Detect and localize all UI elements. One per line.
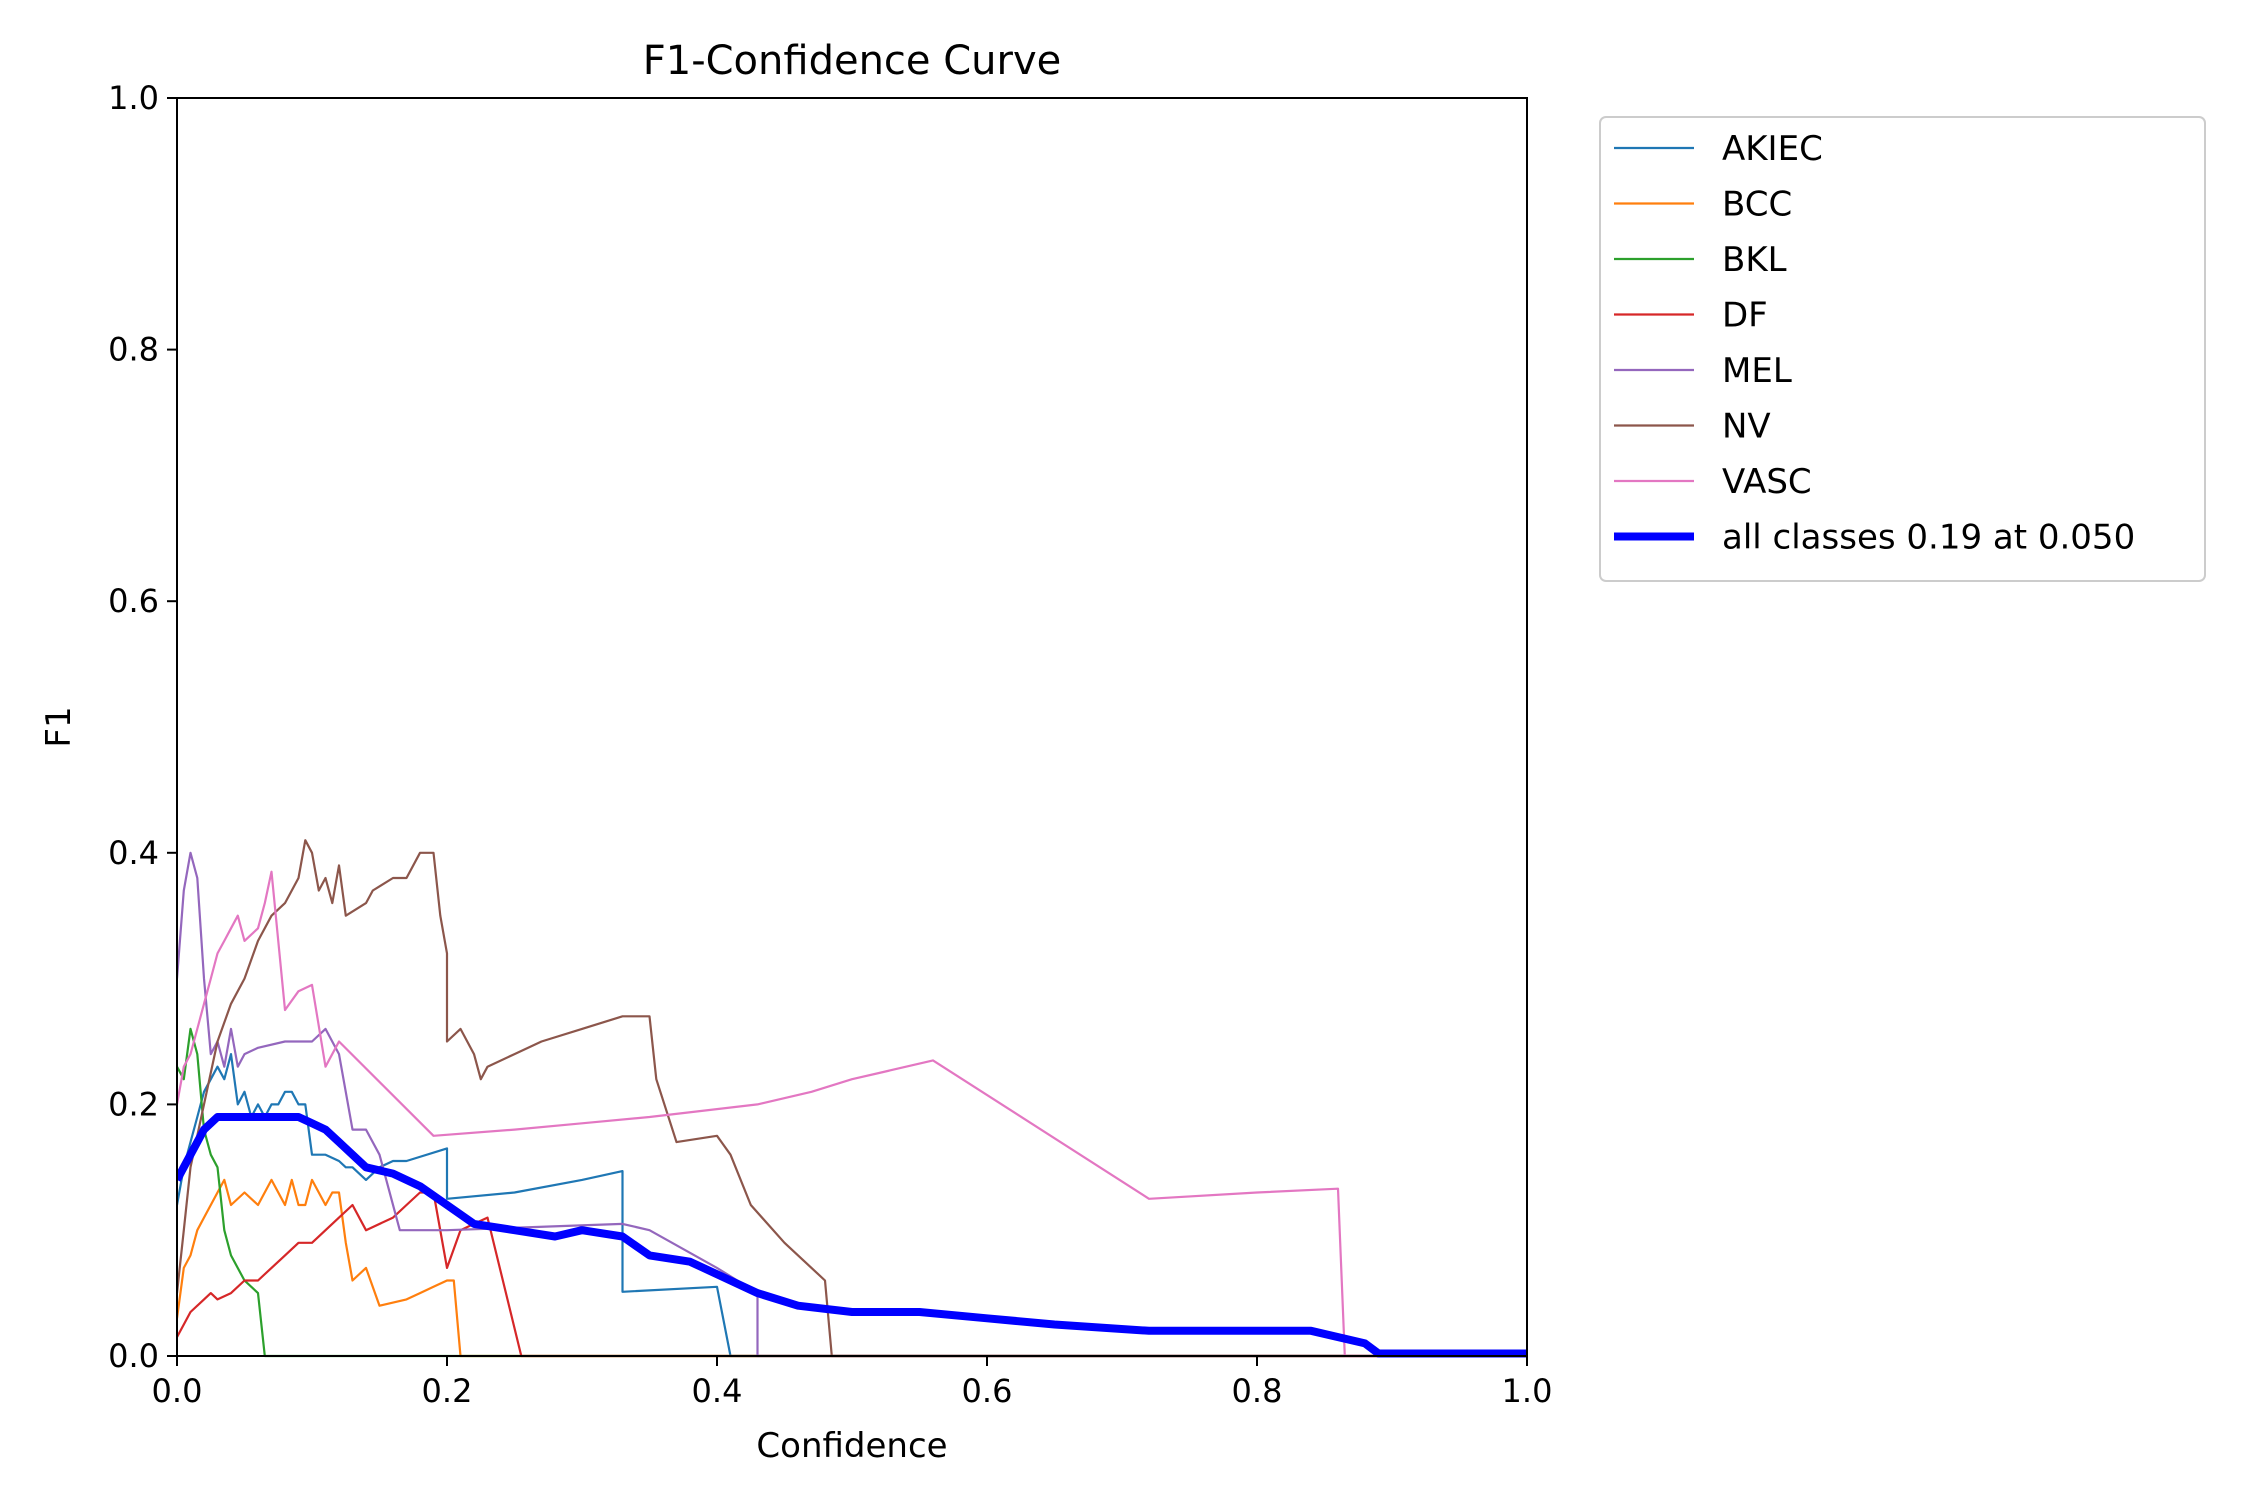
- legend-label: AKIEC: [1722, 129, 1823, 169]
- series-layer: [177, 839, 1527, 1358]
- y-tick-label: 0.2: [108, 1085, 159, 1123]
- legend-label: BKL: [1722, 240, 1787, 280]
- legend-box: [1599, 116, 2206, 582]
- legend-label: all classes 0.19 at 0.050: [1722, 518, 2135, 558]
- series-line-vasc: [177, 870, 1527, 1358]
- x-tick-label: 0.0: [152, 1372, 203, 1410]
- y-tick-label: 0.0: [108, 1337, 159, 1375]
- legend-label: NV: [1722, 407, 1771, 447]
- legend: AKIEC BCC BKL DF MEL NV VASC all classes 0.19 a…: [1599, 116, 2206, 582]
- y-tick-label: 0.8: [108, 331, 159, 369]
- chart-title: F1-Confidence Curve: [643, 38, 1062, 84]
- x-tick-label: 0.2: [422, 1372, 473, 1410]
- series-line-akiec: [177, 1053, 1527, 1358]
- series-line-bkl: [177, 1027, 1527, 1358]
- legend-label: DF: [1722, 296, 1768, 336]
- series-line-all-classes-0-19-at-0-050: [177, 1113, 1527, 1358]
- legend-label: BCC: [1722, 185, 1792, 225]
- series-line-mel: [177, 851, 1527, 1358]
- legend-label: MEL: [1722, 351, 1792, 391]
- x-axis-label: Confidence: [756, 1426, 947, 1466]
- series-line-bcc: [177, 1178, 1527, 1358]
- series-line-df: [177, 1191, 1527, 1358]
- legend-label: VASC: [1722, 462, 1812, 502]
- ticks-layer: 0.0 0.2 0.4 0.6 0.8 1.0 0.0 0.2 0.4 0.6 0.8 1.0: [108, 79, 1552, 1410]
- x-tick-label: 0.4: [692, 1372, 743, 1410]
- x-tick-label: 0.6: [962, 1372, 1013, 1410]
- y-tick-label: 0.4: [108, 834, 159, 872]
- x-tick-label: 1.0: [1502, 1372, 1553, 1410]
- series-line-nv: [177, 839, 1527, 1358]
- x-tick-label: 0.8: [1232, 1372, 1283, 1410]
- y-tick-label: 0.6: [108, 582, 159, 620]
- y-axis-label: F1: [39, 706, 79, 747]
- y-tick-label: 1.0: [108, 79, 159, 117]
- plot-frame: [176, 97, 1528, 1357]
